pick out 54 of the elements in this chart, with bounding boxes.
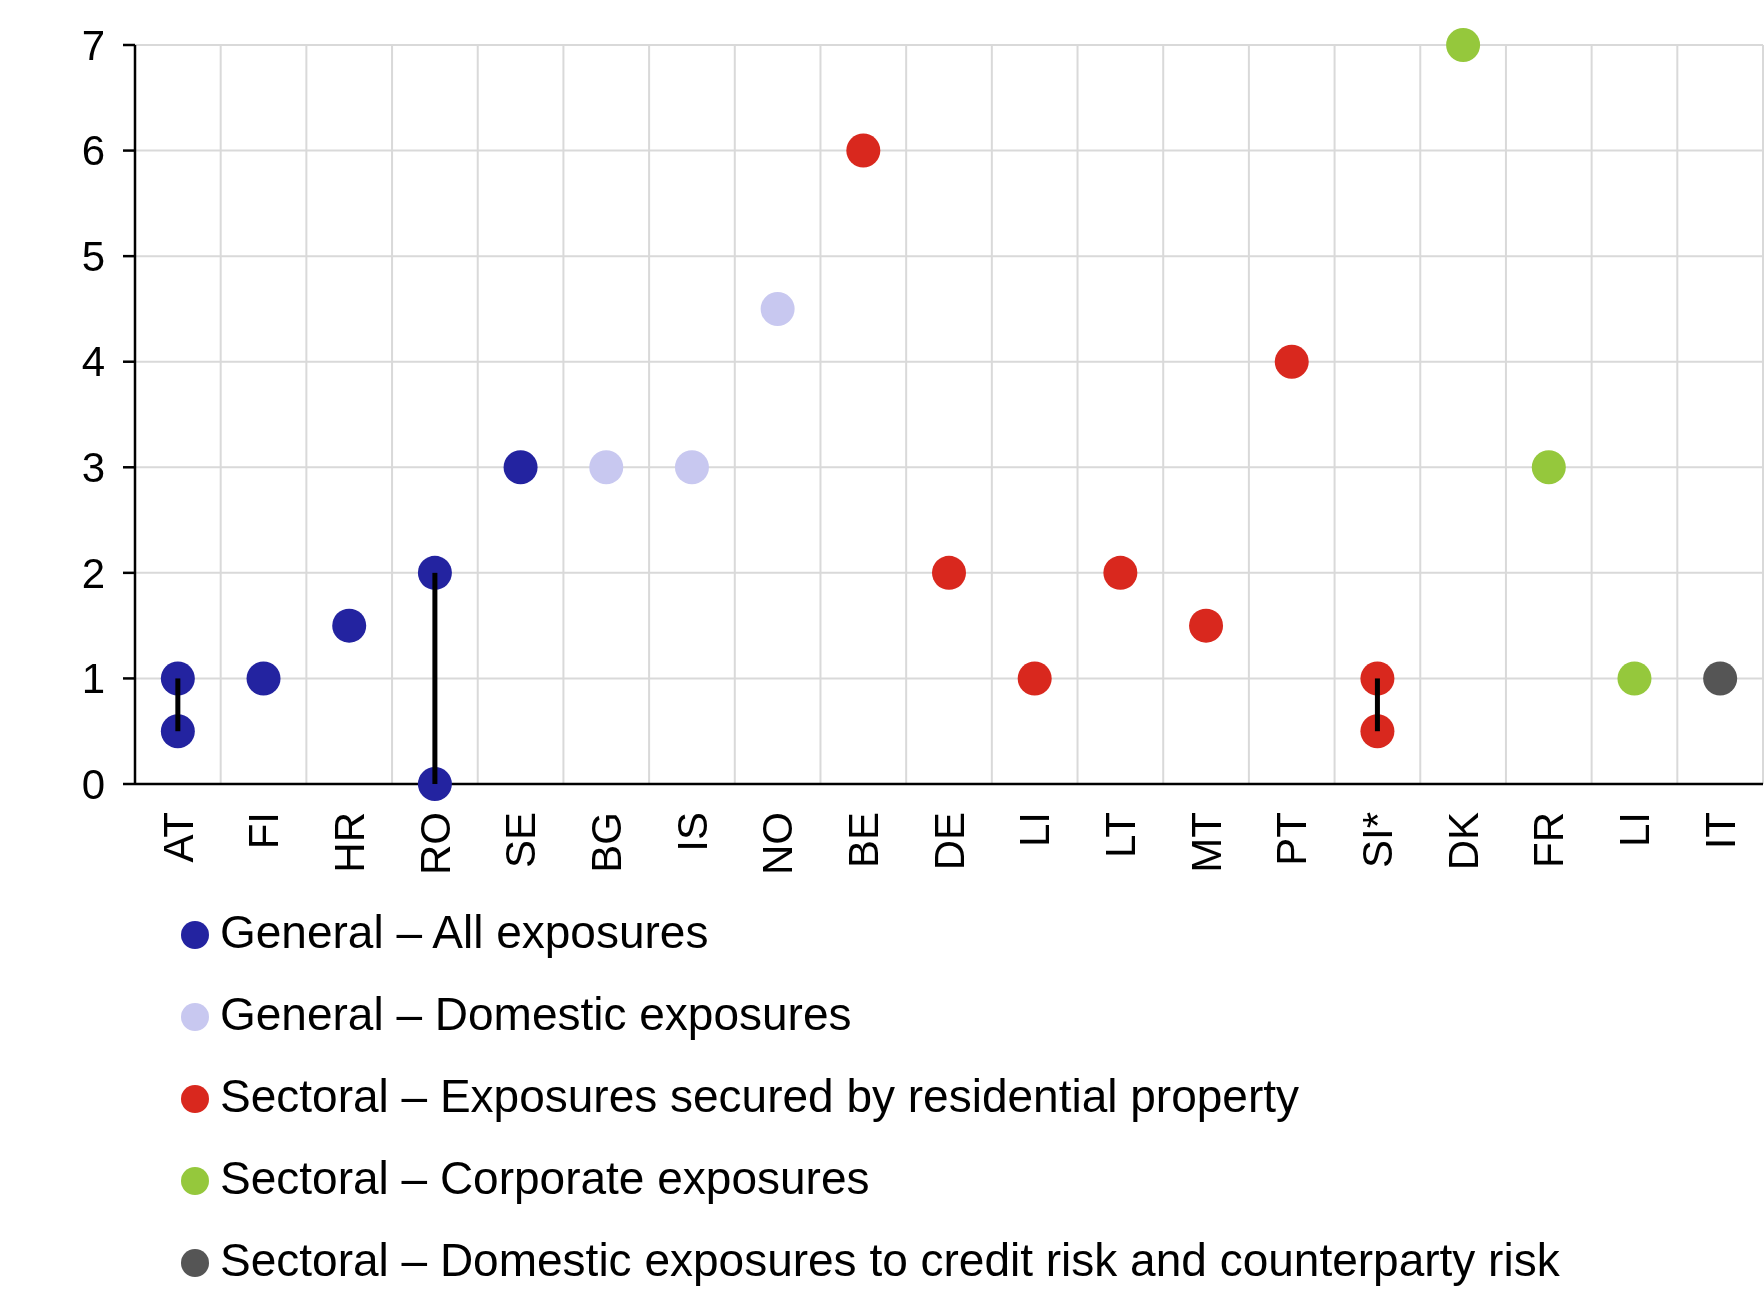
x-tick-label: FR bbox=[1525, 812, 1573, 868]
point bbox=[417, 555, 452, 590]
x-tick-label: RO bbox=[411, 812, 459, 875]
point bbox=[1103, 555, 1138, 590]
point bbox=[417, 767, 452, 801]
x-tick-label: IT bbox=[1696, 812, 1744, 850]
point bbox=[503, 450, 538, 485]
point bbox=[332, 608, 367, 643]
point bbox=[674, 450, 709, 485]
x-tick-label: FI bbox=[240, 812, 288, 850]
point bbox=[1703, 661, 1738, 696]
point bbox=[1531, 450, 1566, 485]
x-tick-label: BG bbox=[582, 812, 630, 873]
y-tick-label: 1 bbox=[81, 655, 105, 703]
y-tick-label: 5 bbox=[81, 232, 105, 280]
x-tick-label: LT bbox=[1097, 812, 1145, 858]
point bbox=[1017, 661, 1052, 696]
x-tick-label: LI bbox=[1011, 812, 1059, 848]
point bbox=[846, 133, 881, 168]
x-tick-label: DE bbox=[925, 812, 973, 871]
y-tick-label: 4 bbox=[81, 338, 105, 386]
point bbox=[1360, 661, 1395, 696]
x-tick-label: NO bbox=[754, 812, 802, 875]
legend-label: Sectoral – Domestic exposures to credit risk and counterparty risk bbox=[220, 1234, 1561, 1286]
legend-label: Sectoral – Corporate exposures bbox=[220, 1152, 870, 1204]
point bbox=[160, 714, 195, 749]
x-tick-label: AT bbox=[154, 812, 202, 863]
point bbox=[160, 661, 195, 696]
x-tick-label: HR bbox=[325, 812, 373, 873]
legend-label: General – All exposures bbox=[220, 906, 709, 958]
x-tick-label: PT bbox=[1268, 812, 1316, 866]
y-tick-label: 6 bbox=[81, 127, 105, 175]
point bbox=[589, 450, 624, 485]
point bbox=[1189, 608, 1224, 643]
x-tick-label: LI bbox=[1611, 812, 1659, 848]
x-tick-label: SI* bbox=[1354, 812, 1402, 869]
y-tick-label: 3 bbox=[81, 443, 105, 491]
x-tick-label: DK bbox=[1439, 812, 1487, 871]
point bbox=[246, 661, 281, 696]
point bbox=[932, 555, 966, 590]
x-tick-label: BE bbox=[840, 812, 888, 869]
x-tick-label: MT bbox=[1182, 812, 1230, 873]
legend-label: Sectoral – Exposures secured by residential property bbox=[220, 1070, 1300, 1122]
point bbox=[1274, 344, 1309, 379]
y-tick-label: 0 bbox=[81, 760, 105, 808]
legend-label: General – Domestic exposures bbox=[220, 988, 852, 1040]
y-tick-label: 7 bbox=[81, 21, 105, 69]
point bbox=[760, 291, 795, 326]
x-tick-label: SE bbox=[497, 812, 545, 869]
y-tick-label: 2 bbox=[81, 549, 105, 597]
point bbox=[1360, 714, 1395, 749]
point bbox=[1617, 661, 1652, 696]
x-tick-label: IS bbox=[668, 812, 716, 852]
point bbox=[1446, 28, 1481, 62]
